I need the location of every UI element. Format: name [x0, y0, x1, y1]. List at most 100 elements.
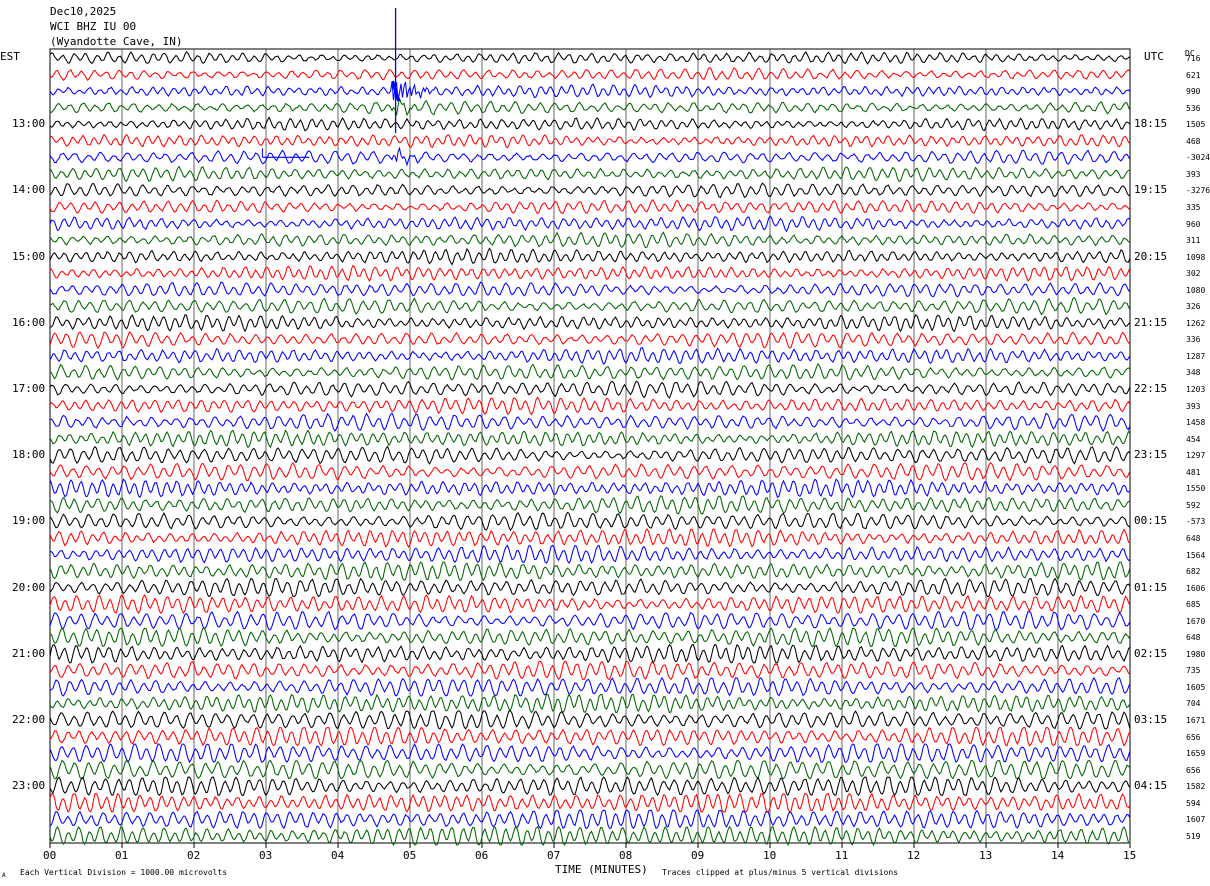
seismic-trace — [49, 50, 1131, 65]
station-code: WCI BHZ IU 00 — [50, 20, 137, 33]
est-hour-label: 15:00 — [12, 249, 46, 263]
dc-offset-value: -3276 — [1186, 186, 1210, 196]
plot-date: Dec10,2025 — [50, 5, 117, 18]
dc-offset-value: -3024 — [1186, 153, 1210, 163]
est-hour-label: 16:00 — [12, 315, 46, 329]
dc-offset-value: 682 — [1186, 567, 1201, 577]
plot-frame — [49, 48, 1131, 844]
x-tick-label: 13 — [979, 849, 993, 862]
clip-note: Traces clipped at plus/minus 5 vertical … — [662, 868, 899, 877]
corner-mark: A — [2, 872, 6, 879]
seismic-trace — [49, 561, 1131, 582]
seismic-trace — [49, 627, 1131, 648]
seismic-trace — [49, 165, 1130, 182]
seismic-trace — [49, 396, 1131, 416]
utc-hour-label: 01:15 — [1134, 580, 1168, 594]
dc-offset-value: 393 — [1186, 169, 1201, 179]
seismic-trace — [49, 495, 1131, 515]
dc-offset-value: 685 — [1186, 600, 1201, 610]
x-tick-label: 04 — [331, 849, 345, 862]
dc-offset-value: 648 — [1186, 533, 1201, 543]
x-tick-label: 14 — [1051, 849, 1065, 862]
dc-offset-value: 621 — [1186, 70, 1201, 80]
x-axis-title: TIME (MINUTES) — [555, 863, 648, 876]
dc-offset-value: 1098 — [1186, 252, 1206, 262]
seismic-trace — [49, 215, 1131, 233]
x-tick-label: 06 — [475, 849, 489, 862]
est-hour-label: 20:00 — [12, 580, 46, 594]
dc-offset-value: 990 — [1186, 87, 1201, 97]
seismic-trace — [49, 478, 1131, 499]
seismic-trace — [49, 67, 1131, 82]
dc-offset-value: 1505 — [1186, 120, 1206, 130]
utc-hour-label: 18:15 — [1134, 117, 1168, 131]
seismic-trace — [49, 281, 1131, 298]
dc-offset-value: 648 — [1186, 633, 1201, 643]
seismic-trace — [49, 133, 1131, 149]
est-hour-label: 14:00 — [12, 183, 46, 197]
seismic-trace — [49, 759, 1131, 780]
est-hour-label: 21:00 — [12, 646, 46, 660]
dc-offset-value: 960 — [1186, 219, 1201, 229]
dc-offset-value: 302 — [1186, 269, 1201, 279]
seismic-trace — [49, 362, 1131, 381]
est-hour-label: 19:00 — [12, 514, 46, 528]
dc-offset-value: 1980 — [1186, 649, 1206, 659]
dc-offset-value: 1564 — [1186, 550, 1206, 560]
dc-offset-value: 704 — [1186, 699, 1201, 709]
seismic-trace — [49, 199, 1131, 215]
right-timezone-label: UTC — [1144, 50, 1164, 63]
seismic-trace — [49, 544, 1131, 565]
utc-hour-label: 04:15 — [1134, 779, 1168, 793]
est-hour-label: 17:00 — [12, 382, 46, 395]
seismic-trace — [49, 577, 1131, 598]
dc-offset-value: 1080 — [1186, 285, 1206, 295]
x-tick-label: 12 — [907, 849, 921, 862]
seismic-trace — [49, 710, 1131, 730]
x-tick-label: 11 — [835, 849, 849, 862]
x-tick-label: 02 — [187, 849, 201, 862]
est-hour-label: 13:00 — [12, 117, 46, 131]
seismic-trace — [49, 96, 1131, 117]
dc-offset-value: 1659 — [1186, 749, 1206, 759]
dc-offset-value: 1458 — [1186, 418, 1206, 428]
seismic-trace — [49, 314, 1131, 333]
utc-hour-label: 00:15 — [1134, 514, 1168, 528]
seismic-trace — [49, 809, 1131, 830]
seismic-trace — [49, 776, 1131, 797]
dc-offset-value: 519 — [1186, 831, 1201, 841]
utc-hour-label: 19:15 — [1134, 183, 1168, 197]
dc-offset-value: 536 — [1186, 103, 1201, 113]
seismic-trace — [49, 264, 1131, 283]
left-timezone-label: EST — [0, 50, 20, 63]
dc-offset-value: 1605 — [1186, 682, 1206, 692]
station-location: (Wyandotte Cave, IN) — [50, 35, 183, 48]
x-tick-label: 05 — [403, 849, 417, 862]
dc-offset-value: 1287 — [1186, 351, 1206, 361]
x-tick-label: 07 — [547, 849, 561, 862]
dc-offset-value: 326 — [1186, 302, 1201, 312]
seismic-trace — [49, 676, 1131, 697]
event-burst — [391, 80, 401, 102]
x-tick-label: 08 — [619, 849, 633, 862]
seismic-trace — [49, 792, 1131, 813]
dc-offset-value: 1582 — [1186, 782, 1206, 792]
dc-offset-value: 481 — [1186, 467, 1201, 477]
dc-offset-value: 594 — [1186, 798, 1201, 808]
seismic-trace — [49, 610, 1131, 631]
est-hour-label: 18:00 — [12, 448, 46, 462]
seismic-trace — [49, 462, 1131, 482]
seismic-trace — [49, 643, 1131, 664]
x-tick-label: 09 — [691, 849, 705, 862]
dc-offset-value: 335 — [1186, 202, 1201, 212]
est-hour-label: 23:00 — [12, 779, 46, 793]
seismic-trace — [49, 726, 1131, 747]
seismic-trace — [49, 347, 1131, 365]
seismic-trace — [49, 825, 1131, 847]
dc-offset-value: 311 — [1186, 236, 1201, 246]
seismic-trace — [49, 528, 1131, 549]
x-tick-label: 00 — [43, 849, 57, 862]
dc-offset-value: 468 — [1186, 136, 1201, 146]
seismic-trace — [49, 331, 1131, 350]
seismic-trace — [49, 182, 1131, 199]
